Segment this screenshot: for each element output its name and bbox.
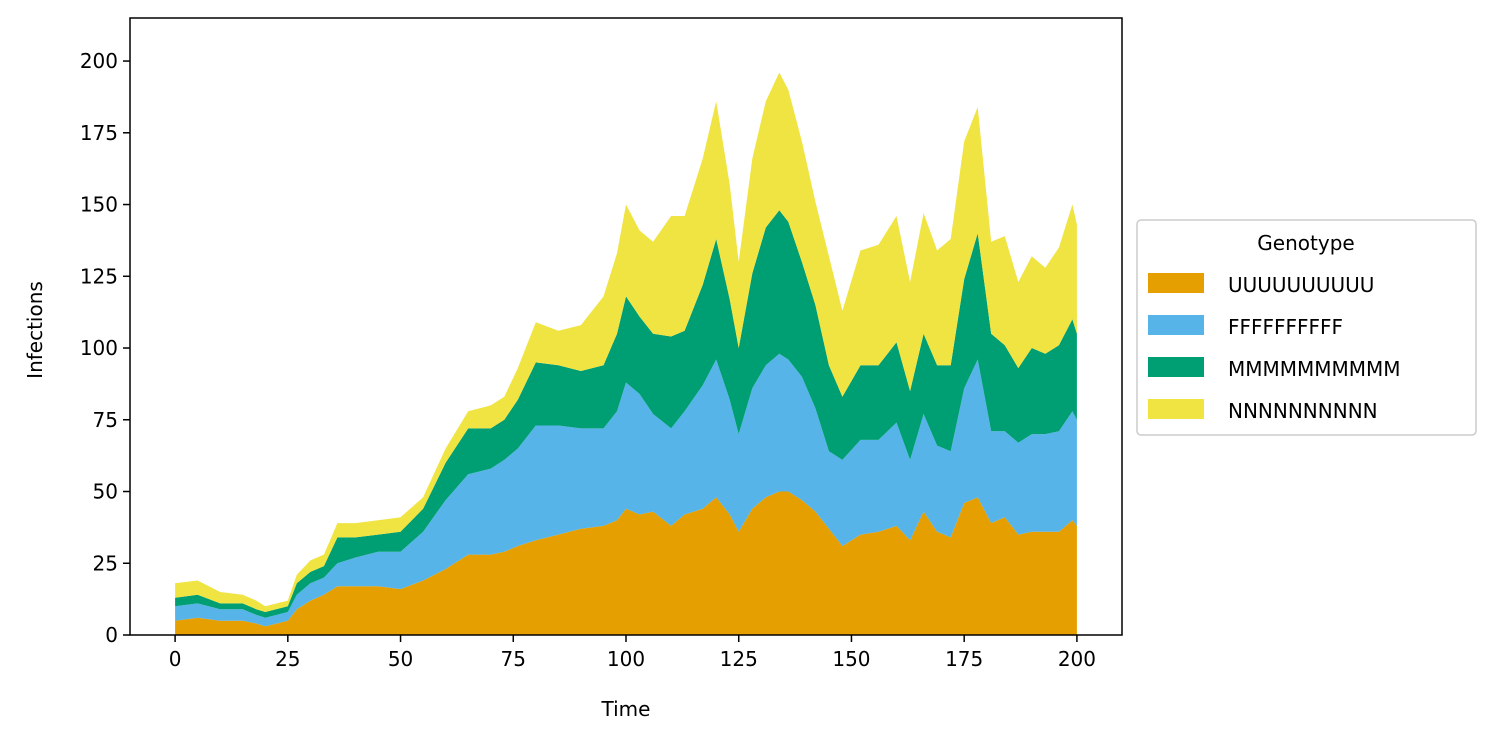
x-axis-label: Time <box>601 697 651 721</box>
legend-frame <box>1136 219 1477 436</box>
x-axis: 0 25 50 75 100 125 150 175 200 <box>169 635 1096 671</box>
y-tick-label: 200 <box>80 49 118 73</box>
x-tick-label: 125 <box>720 647 758 671</box>
x-tick-label: 175 <box>945 647 983 671</box>
y-axis-label: Infections <box>23 281 47 379</box>
y-tick-label: 0 <box>105 623 118 647</box>
area-series-2 <box>175 353 1077 627</box>
area-series-4 <box>175 72 1077 612</box>
legend-items: UUUUUUUUUU FFFFFFFFFF MMMMMMMMMM NNNNNNNNNN <box>1148 273 1401 423</box>
y-tick-label: 100 <box>80 336 118 360</box>
area-series-1 <box>175 491 1077 635</box>
legend-swatch <box>1148 357 1204 377</box>
legend-title: Genotype <box>1257 231 1354 255</box>
area-series-3 <box>175 210 1077 618</box>
y-axis: 0 25 50 75 100 125 150 175 200 <box>80 49 130 647</box>
legend-label: FFFFFFFFFF <box>1228 315 1343 339</box>
x-tick-label: 200 <box>1058 647 1096 671</box>
x-tick-label: 100 <box>607 647 645 671</box>
y-tick-label: 50 <box>93 480 118 504</box>
y-tick-label: 25 <box>93 551 118 575</box>
legend-swatch <box>1148 315 1204 335</box>
y-tick-label: 75 <box>93 408 118 432</box>
legend-swatch <box>1148 399 1204 419</box>
y-tick-label: 175 <box>80 121 118 145</box>
plot-areas <box>175 72 1077 635</box>
legend-label: NNNNNNNNNN <box>1228 399 1378 423</box>
legend-label: UUUUUUUUUU <box>1228 273 1374 297</box>
x-tick-label: 150 <box>832 647 870 671</box>
x-tick-label: 75 <box>501 647 526 671</box>
legend-label: MMMMMMMMMM <box>1228 357 1401 381</box>
legend-swatch <box>1148 273 1204 293</box>
x-tick-label: 25 <box>275 647 300 671</box>
y-tick-label: 150 <box>80 193 118 217</box>
x-tick-label: 50 <box>388 647 413 671</box>
x-tick-label: 0 <box>169 647 182 671</box>
legend: Genotype UUUUUUUUUU FFFFFFFFFF MMMMMMMMMM N… <box>1136 219 1477 436</box>
y-tick-label: 125 <box>80 264 118 288</box>
